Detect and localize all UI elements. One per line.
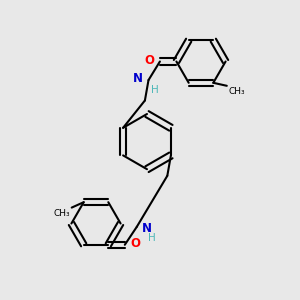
Text: CH₃: CH₃ [54, 209, 70, 218]
Text: O: O [145, 54, 154, 67]
Text: H: H [151, 85, 159, 94]
Text: N: N [133, 72, 143, 85]
Text: CH₃: CH₃ [228, 87, 245, 96]
Text: H: H [148, 233, 156, 243]
Text: N: N [142, 222, 152, 235]
Text: O: O [130, 237, 140, 250]
